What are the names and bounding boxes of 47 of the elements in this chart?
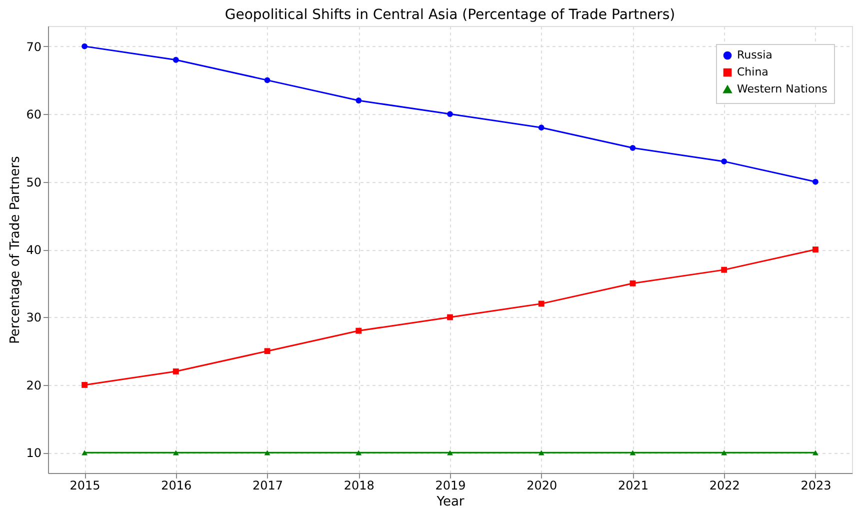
x-tick-label: 2017 xyxy=(252,478,284,492)
point xyxy=(630,450,636,456)
y-axis-title: Percentage of Trade Partners xyxy=(8,156,24,344)
y-tick-label: 30 xyxy=(26,310,42,325)
y-tick-label: 70 xyxy=(26,40,42,54)
point xyxy=(721,450,728,456)
x-tick-label: 2023 xyxy=(800,478,832,492)
point xyxy=(812,246,818,252)
x-tick-label: 2018 xyxy=(344,478,374,492)
point xyxy=(356,328,362,334)
point xyxy=(447,111,453,117)
point xyxy=(172,56,179,63)
point xyxy=(264,77,270,84)
x-tick-label: 2019 xyxy=(435,478,466,492)
point xyxy=(82,382,88,388)
point xyxy=(721,158,728,164)
point xyxy=(721,266,728,273)
point xyxy=(812,178,818,185)
point xyxy=(172,368,179,374)
legend-label: Russia xyxy=(737,48,772,62)
point xyxy=(538,124,544,131)
x-axis-title: Year xyxy=(436,494,465,510)
legend-label: China xyxy=(737,66,768,78)
y-tick-label: 40 xyxy=(26,243,42,257)
point xyxy=(538,300,544,307)
x-tick-label: 2016 xyxy=(161,478,192,492)
point xyxy=(447,314,453,320)
point xyxy=(264,348,270,354)
y-tick-label: 60 xyxy=(26,108,42,122)
point xyxy=(172,450,179,456)
point xyxy=(82,43,88,50)
point xyxy=(356,450,362,456)
x-tick-label: 2020 xyxy=(526,478,558,492)
point xyxy=(812,450,818,456)
y-tick-label: 10 xyxy=(26,446,42,460)
point xyxy=(630,280,636,286)
point xyxy=(264,450,270,456)
legend-label: Western Nations xyxy=(737,82,828,96)
y-tick-label: 20 xyxy=(26,378,42,392)
x-tick-label: 2021 xyxy=(618,478,648,492)
x-tick-label: 2022 xyxy=(709,478,740,492)
point xyxy=(630,144,636,151)
point xyxy=(356,98,362,104)
point xyxy=(82,450,88,456)
x-tick-label: 2015 xyxy=(70,478,100,492)
chart-title: Geopolitical Shifts in Central Asia (Percentage of Trade Partners) xyxy=(224,7,676,23)
y-tick-label: 50 xyxy=(26,175,42,190)
